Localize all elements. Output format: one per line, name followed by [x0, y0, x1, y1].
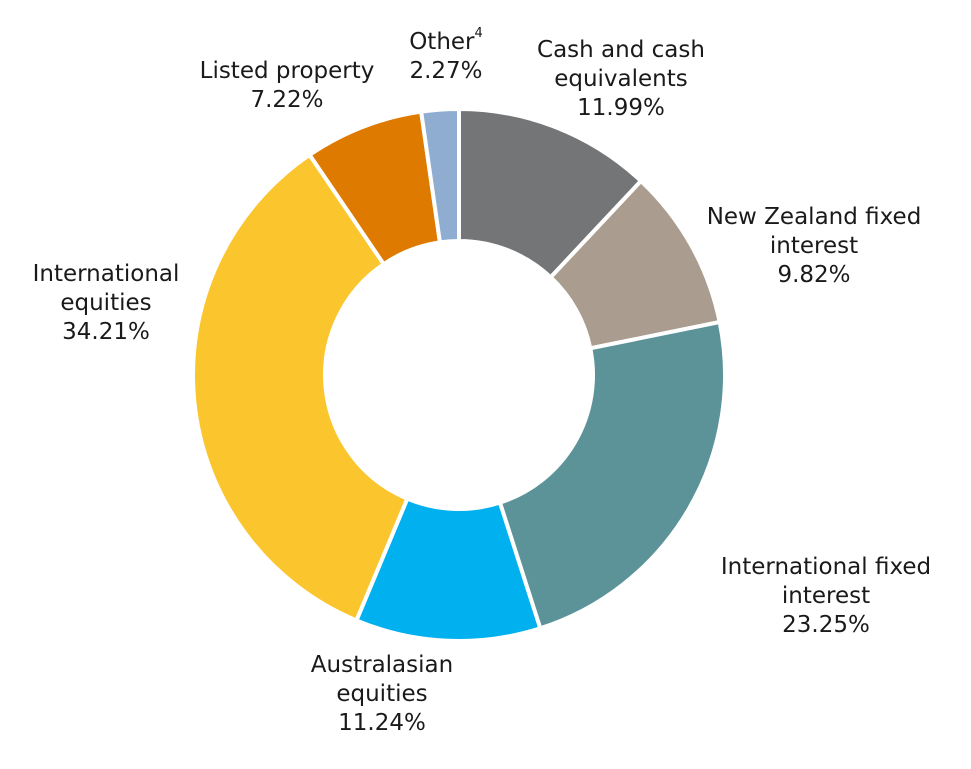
label-intequities-line2: equities [60, 290, 152, 316]
label-other-line1: Other4 [394, 26, 498, 57]
label-intfixed-line1: International fixed [720, 554, 932, 580]
label-intfixed-line2: interest [781, 583, 871, 609]
label-nzfixed: New Zealand fixed interest 9.82% [696, 203, 932, 290]
label-nzfixed-line1: New Zealand fixed [706, 204, 922, 230]
slice-intfixed [497, 319, 727, 631]
label-ausequities-line2: equities [336, 681, 428, 707]
label-cash-line1: Cash and cash [537, 37, 705, 63]
label-intfixed: International fixed interest 23.25% [705, 553, 947, 640]
label-other-value: 2.27% [409, 58, 483, 84]
label-ausequities-line1: Australasian [310, 652, 454, 678]
label-property: Listed property 7.22% [186, 57, 388, 115]
label-cash-line2: equivalents [554, 66, 688, 92]
slice-other [418, 106, 461, 245]
label-ausequities-value: 11.24% [338, 710, 426, 736]
label-intequities-line1: International [32, 261, 180, 287]
label-nzfixed-value: 9.82% [777, 262, 851, 288]
label-other: Other4 2.27% [394, 26, 498, 86]
label-ausequities: Australasian equities 11.24% [290, 651, 474, 738]
label-property-line1: Listed property [199, 58, 375, 84]
label-cash: Cash and cash equivalents 11.99% [530, 36, 712, 123]
label-nzfixed-line2: interest [769, 233, 859, 259]
label-other-text: Other [409, 29, 475, 55]
label-property-value: 7.22% [250, 87, 324, 113]
label-other-footnote: 4 [474, 26, 483, 42]
label-intfixed-value: 23.25% [782, 612, 870, 638]
slice-intequities [191, 152, 410, 624]
label-intequities-value: 34.21% [62, 319, 150, 345]
label-cash-value: 11.99% [577, 95, 665, 121]
label-intequities: International equities 34.21% [16, 260, 196, 347]
